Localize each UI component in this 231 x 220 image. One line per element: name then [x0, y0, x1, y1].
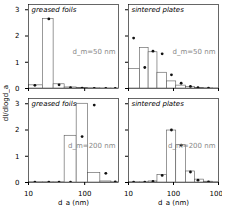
- svg-text:3: 3: [15, 6, 19, 14]
- svg-text:1: 1: [15, 152, 19, 160]
- svg-text:d_a (nm): d_a (nm): [58, 199, 89, 207]
- svg-text:sintered plates: sintered plates: [132, 6, 185, 14]
- svg-text:d_m=200 nm: d_m=200 nm: [168, 142, 216, 150]
- svg-text:sintered plates: sintered plates: [132, 100, 185, 108]
- html-text:dI/dlogd_a: dI/dlogd_a: [2, 84, 10, 122]
- svg-text:d_m=50 nm: d_m=50 nm: [72, 48, 115, 56]
- svg-text:2: 2: [15, 126, 19, 134]
- svg-text:1000: 1000: [210, 190, 222, 198]
- svg-text:greased foils: greased foils: [32, 100, 77, 108]
- svg-text:0: 0: [15, 179, 19, 187]
- svg-text:2: 2: [15, 32, 19, 40]
- svg-text:1: 1: [15, 58, 19, 66]
- svg-text:10: 10: [24, 190, 33, 198]
- svg-text:100: 100: [78, 190, 91, 198]
- svg-text:3: 3: [15, 100, 19, 108]
- svg-text:0: 0: [15, 85, 19, 93]
- svg-text:d_a (nm): d_a (nm): [158, 199, 189, 207]
- svg-text:100: 100: [167, 190, 180, 198]
- svg-text:greased foils: greased foils: [32, 6, 77, 14]
- svg-text:d_m=50 nm: d_m=50 nm: [172, 48, 215, 56]
- svg-text:d_m=200 nm: d_m=200 nm: [68, 142, 116, 150]
- svg-text:10: 10: [124, 190, 133, 198]
